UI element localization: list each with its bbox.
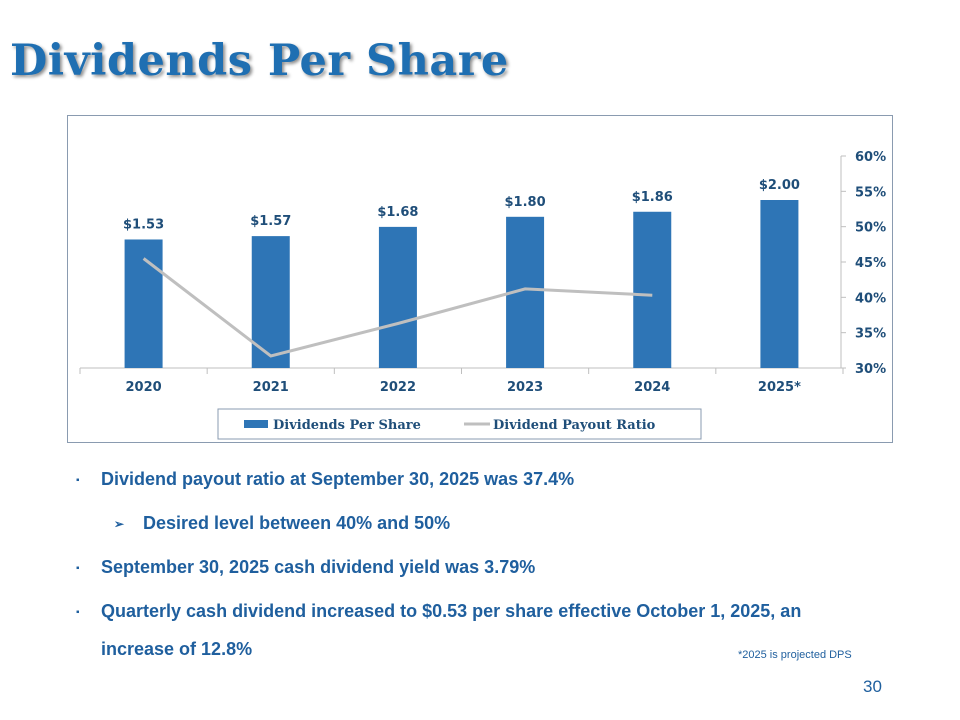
bar-dividends-2021 [251, 236, 290, 368]
square-bullet-icon: ▪ [76, 563, 80, 574]
y2-tick-label: 35% [855, 327, 886, 342]
legend-bar-swatch [244, 420, 268, 428]
x-tick-label: 2022 [380, 380, 416, 395]
y2-tick-label: 40% [855, 291, 886, 306]
payout-ratio-line [142, 257, 653, 358]
x-tick-label: 2021 [253, 380, 289, 395]
bar-dividends-2024 [633, 211, 672, 368]
page-number: 30 [863, 677, 882, 696]
bar-data-label: $1.86 [632, 190, 673, 205]
bar-dividends-2025 [760, 200, 799, 368]
x-tick-label: 2020 [125, 380, 161, 395]
sub-bullet-text: Desired level between 40% and 50% [143, 513, 451, 533]
bar-data-label: $1.68 [377, 205, 418, 220]
x-tick-label: 2023 [507, 380, 543, 395]
legend-label-payout: Dividend Payout Ratio [493, 418, 656, 433]
chart-legend [217, 408, 702, 440]
bar-data-label: $1.53 [123, 217, 164, 232]
y2-tick-label: 60% [855, 150, 886, 165]
slide-title: Dividends Per Share [10, 36, 509, 86]
bullet-text: Dividend payout ratio at September 30, 2… [101, 469, 575, 489]
x-tick-label: 2025* [758, 380, 801, 395]
chart-canvas: $1.53 2020 $1.57 2021 $1.68 2022 $1.80 2023 $1.8… [79, 150, 886, 440]
x-tick-label: 2024 [634, 380, 670, 395]
bar-data-label: $2.00 [759, 178, 800, 193]
bullet-text: September 30, 2025 cash dividend yield w… [101, 557, 536, 577]
arrow-bullet-icon: ➢ [114, 517, 125, 531]
legend-label-dividends: Dividends Per Share [273, 418, 421, 433]
bar-dividends-2022 [378, 226, 417, 368]
bar-data-label: $1.57 [250, 214, 291, 229]
y2-tick-label: 30% [855, 362, 886, 377]
square-bullet-icon: ▪ [76, 607, 80, 618]
y2-tick-label: 50% [855, 221, 886, 236]
footnote: *2025 is projected DPS [738, 649, 852, 661]
bar-dividends-2020 [124, 239, 163, 368]
y2-tick-label: 45% [855, 256, 886, 271]
square-bullet-icon: ▪ [76, 475, 80, 486]
bar-data-label: $1.80 [505, 195, 546, 210]
dividends-chart: $1.53 2020 $1.57 2021 $1.68 2022 $1.80 2023 $1.8… [67, 115, 893, 443]
y2-tick-label: 55% [855, 185, 886, 200]
bullet-text: Quarterly cash dividend increased to $0.… [101, 601, 802, 659]
